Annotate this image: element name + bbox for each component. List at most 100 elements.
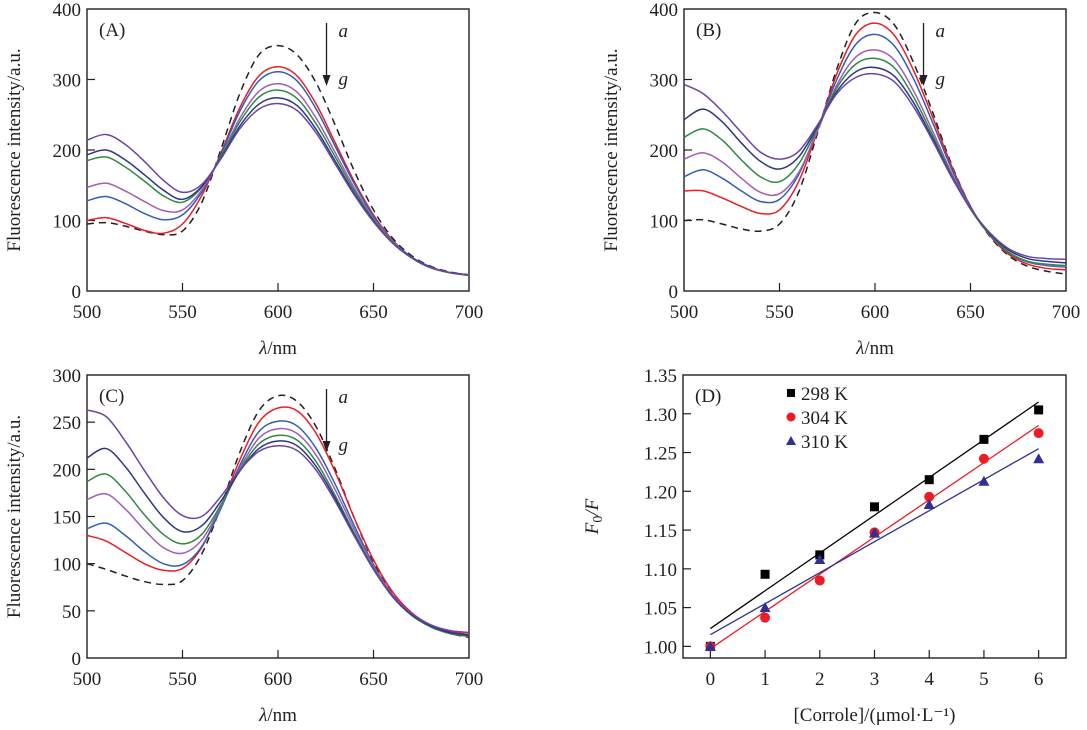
annotation-a: a — [339, 21, 349, 42]
y-axis-title: Fluorescence intensity/a.u. — [4, 48, 25, 251]
x-tick-label: 500 — [73, 302, 102, 323]
x-tick-label: 500 — [670, 302, 699, 323]
spectrum-curve-c — [86, 420, 470, 638]
legend-marker-square — [787, 389, 795, 397]
data-point-298k — [1034, 405, 1044, 415]
data-point-298k — [760, 569, 770, 579]
panel-label: (A) — [99, 20, 125, 41]
y-tick-label: 400 — [53, 0, 82, 21]
data-point-304k — [760, 612, 771, 623]
y-tick-label: 1.25 — [644, 444, 677, 465]
data-point-304k — [924, 491, 935, 502]
x-tick-label: 650 — [359, 669, 388, 690]
y-tick-label: 1.20 — [644, 482, 677, 503]
y-tick-label: 1.30 — [644, 405, 677, 426]
panel-label: (C) — [99, 386, 124, 407]
spectrum-curve-d — [86, 427, 470, 634]
x-tick-label: 600 — [861, 302, 890, 323]
fit-line-310k — [710, 448, 1039, 636]
x-tick-label: 0 — [706, 669, 716, 690]
data-point-304k — [814, 575, 825, 586]
spectrum-curve-e — [86, 89, 470, 277]
annotation-g: g — [339, 69, 349, 90]
x-axis-title: [Corrole]/(μmol·L⁻¹) — [793, 705, 955, 726]
panel-A: 500 550 600 650 700 0 100 200 300 400 λ/nm Fluoresc… — [4, 0, 483, 359]
plot-frame — [682, 374, 1067, 659]
y-axis-title: Fluorescence intensity/a.u. — [601, 48, 622, 251]
x-tick-label: 700 — [455, 302, 484, 323]
x-tick-label: 700 — [455, 669, 484, 690]
spectrum-curve-b — [86, 406, 470, 636]
y-tick-label: 100 — [650, 212, 679, 233]
x-tick-label: 600 — [264, 669, 293, 690]
spectrum-curve-f — [683, 66, 1067, 264]
panel-B: 500 550 600 650 700 0 100 200 300 400 λ/nm Fluoresc… — [601, 0, 1080, 359]
data-point-310k — [814, 554, 826, 565]
spectrum-curve-g — [683, 72, 1067, 261]
spectrum-curve-a — [683, 11, 1067, 275]
spectrum-curve-g — [86, 102, 470, 276]
x-tick-label: 600 — [264, 302, 293, 323]
y-tick-label: 200 — [53, 141, 82, 162]
spectrum-curve-g — [86, 409, 470, 634]
x-tick-label: 650 — [956, 302, 985, 323]
x-tick-label: 1 — [760, 669, 770, 690]
y-tick-label: 150 — [53, 508, 82, 529]
plot-frame — [86, 8, 470, 292]
spectrum-curve-a — [86, 44, 470, 276]
spectrum-curve-c — [86, 70, 470, 276]
y-tick-label: 300 — [53, 366, 82, 387]
y-tick-label: 0 — [72, 649, 82, 670]
annotation-a: a — [936, 21, 946, 42]
data-point-298k — [870, 502, 879, 512]
x-axis-title: λ/nm — [855, 338, 894, 359]
panel-D: 0 1 2 3 4 5 6 1.00 1.05 1.10 1.15 1.20 1.25 1.30 1.35 [… — [582, 366, 1067, 726]
y-tick-label: 300 — [650, 71, 679, 92]
spectrum-curve-b — [683, 22, 1067, 271]
y-tick-label: 1.00 — [644, 637, 677, 658]
annotation-a: a — [339, 387, 349, 408]
panel-label: (D) — [695, 386, 721, 407]
spectrum-curve-c — [683, 33, 1067, 268]
spectrum-curve-d — [86, 82, 470, 277]
x-tick-label: 2 — [815, 669, 825, 690]
data-point-310k — [759, 602, 771, 613]
x-tick-label: 4 — [924, 669, 934, 690]
legend-marker-triangle — [786, 436, 796, 445]
y-tick-label: 400 — [650, 0, 679, 21]
y-tick-label: 1.10 — [644, 560, 677, 581]
data-point-310k — [923, 498, 935, 509]
y-axis-title: Fluorescence intensity/a.u. — [4, 415, 25, 618]
x-tick-label: 5 — [979, 669, 989, 690]
legend-label: 310 K — [801, 432, 848, 453]
spectrum-curve-f — [86, 97, 470, 276]
fit-line-298k — [709, 401, 1040, 630]
spectrum-curve-e — [86, 434, 470, 638]
x-axis-title: λ/nm — [258, 705, 297, 726]
x-tick-label: 6 — [1034, 669, 1044, 690]
legend-label: 298 K — [801, 384, 848, 405]
y-tick-label: 1.05 — [644, 599, 677, 620]
y-tick-label: 200 — [53, 460, 82, 481]
y-tick-label: 100 — [53, 212, 82, 233]
x-tick-label: 3 — [870, 669, 880, 690]
x-tick-label: 550 — [168, 302, 197, 323]
y-tick-label: 200 — [650, 141, 679, 162]
arrowhead-icon — [919, 75, 928, 86]
x-tick-label: 700 — [1052, 302, 1081, 323]
y-tick-label: 250 — [53, 413, 82, 434]
y-tick-label: 1.35 — [644, 366, 677, 387]
annotation-g: g — [339, 435, 349, 456]
data-point-310k — [704, 640, 716, 651]
data-point-304k — [1033, 428, 1044, 439]
panel-C: 500 550 600 650 700 0 50 100 150 200 250 300 λ/nm Flu… — [4, 366, 483, 726]
data-point-304k — [978, 453, 989, 464]
data-point-298k — [979, 434, 989, 444]
y-axis-title: F0/F — [582, 498, 606, 535]
arrowhead-icon — [322, 441, 331, 452]
panel-label: (B) — [696, 20, 721, 41]
x-tick-label: 550 — [765, 302, 794, 323]
y-tick-label: 0 — [669, 282, 679, 303]
x-axis-title: λ/nm — [258, 338, 297, 359]
data-point-310k — [869, 527, 880, 538]
